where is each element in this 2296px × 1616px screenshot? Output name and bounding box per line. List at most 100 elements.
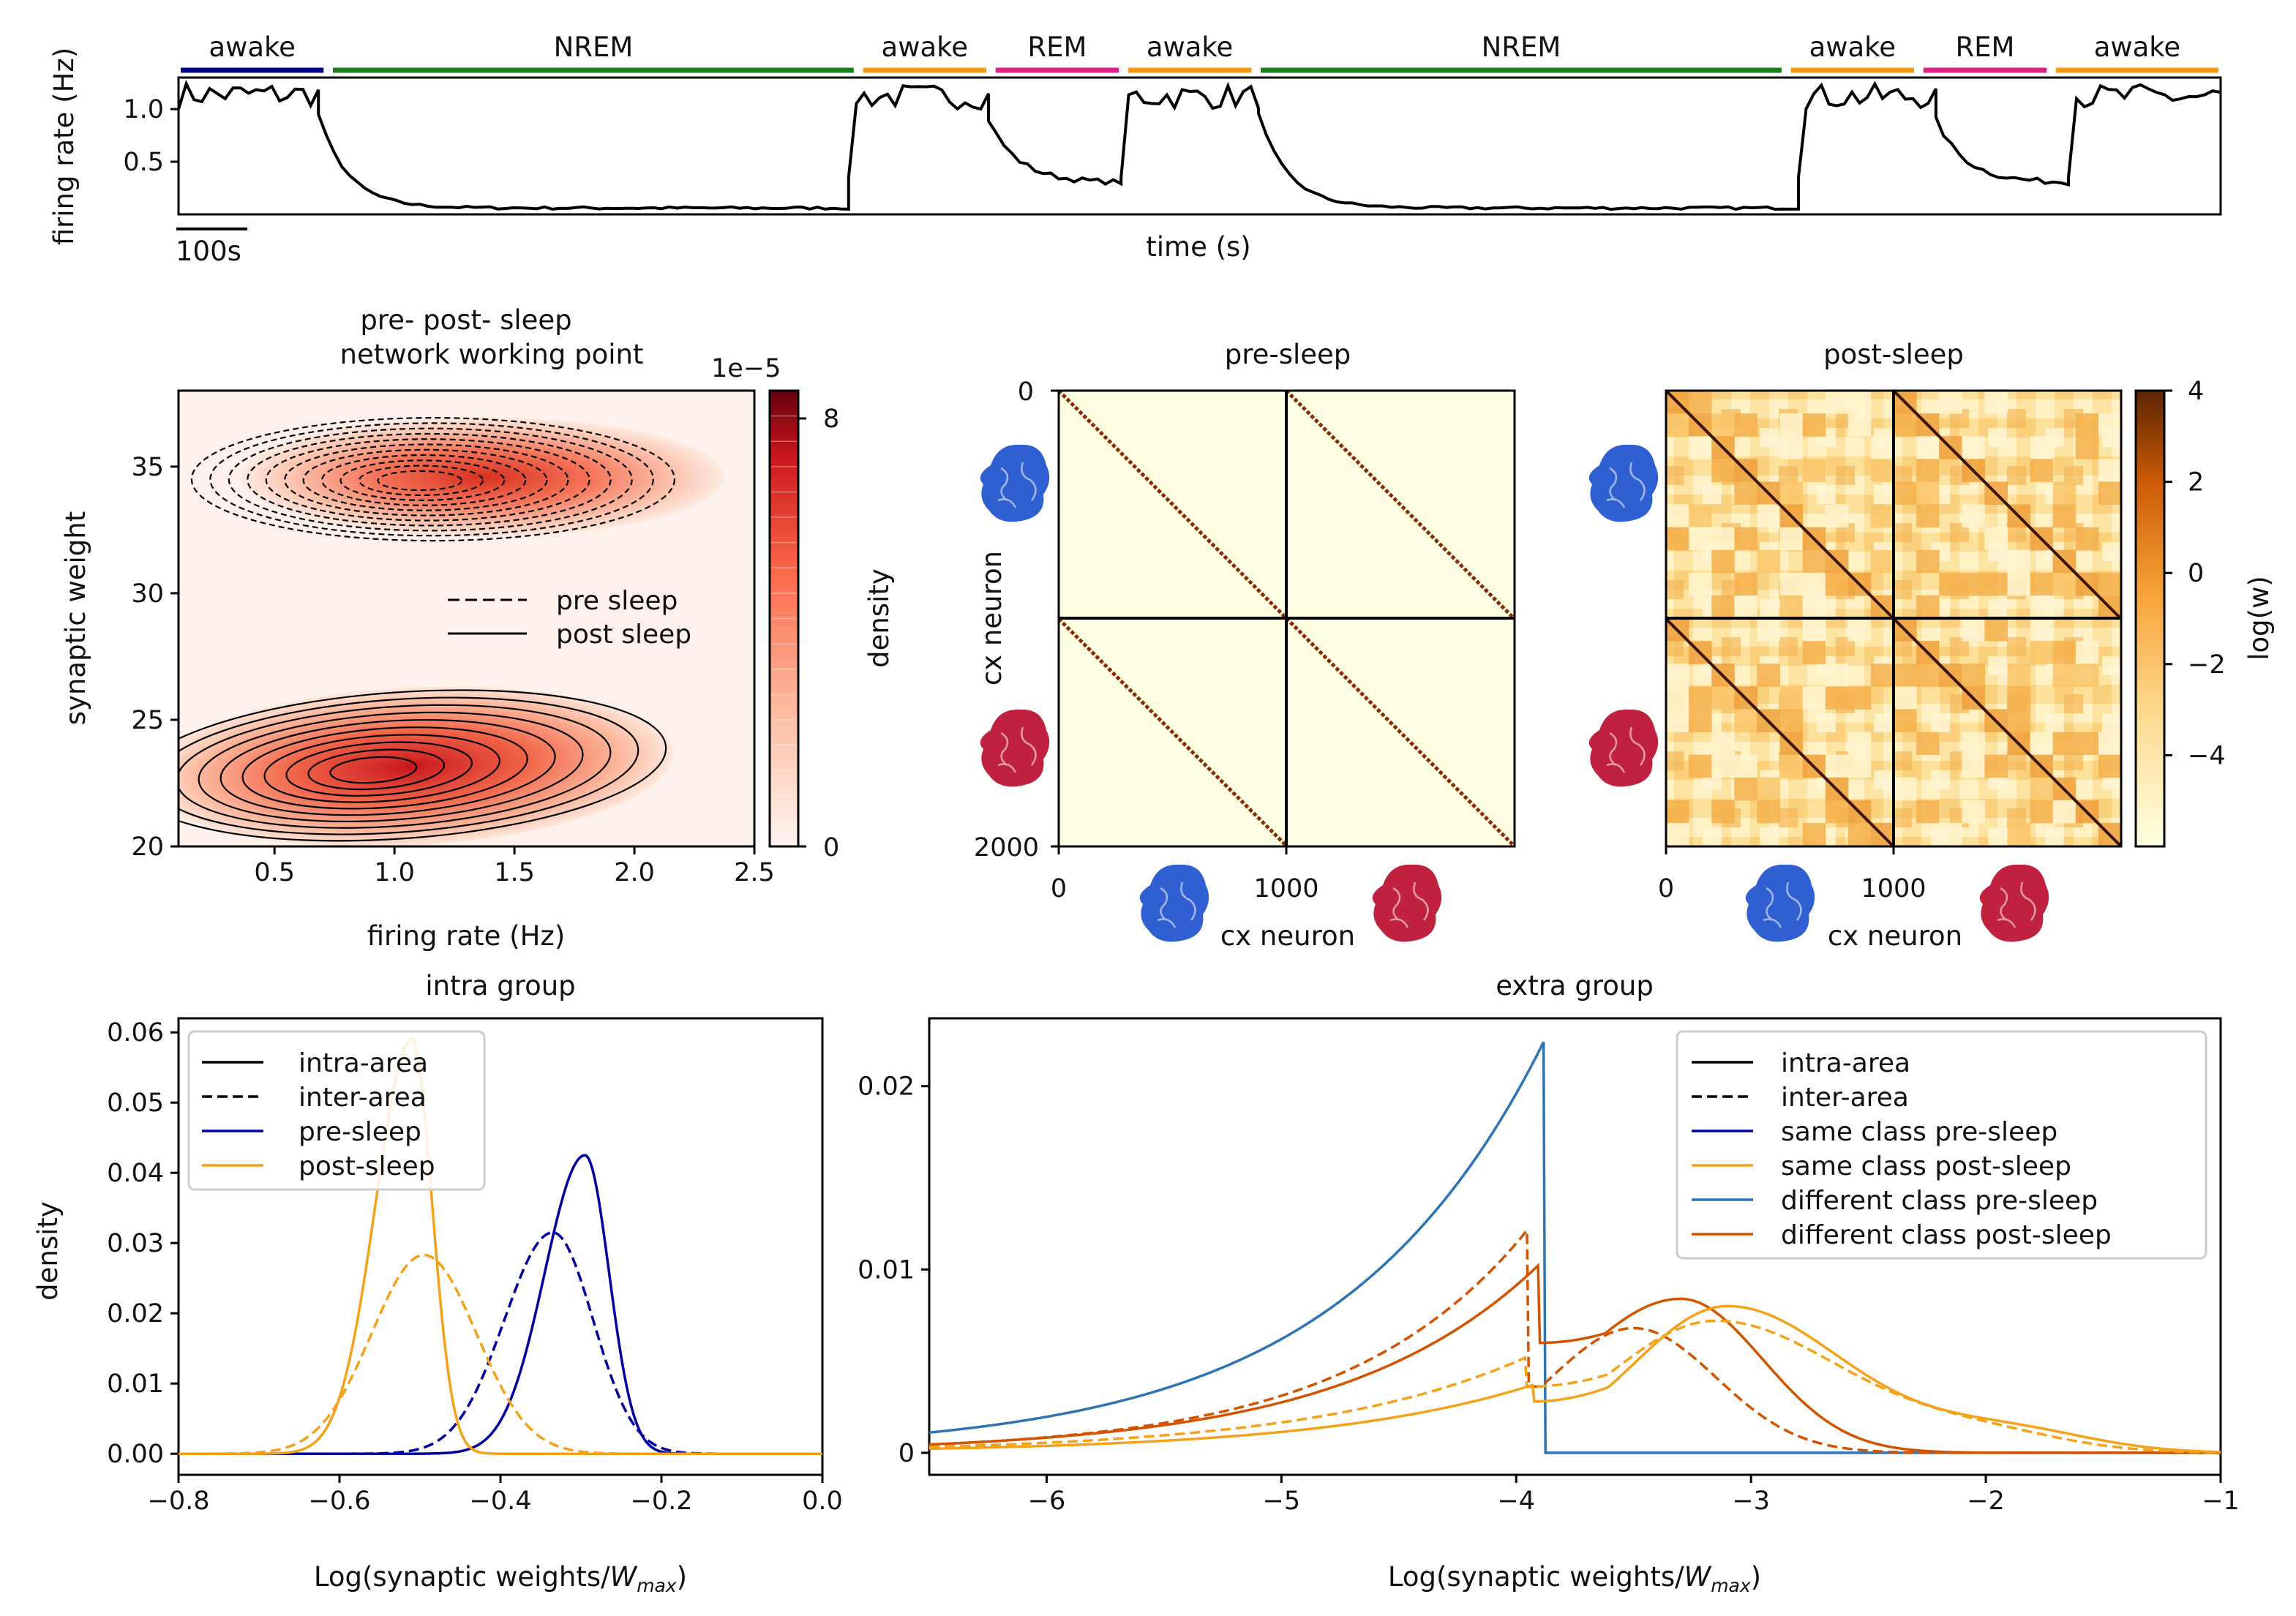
post-lower-offdiagonal [1665,617,1895,848]
post-matrix-cell [2075,413,2099,437]
wp-y-tick-label: 25 [131,706,164,735]
working-point-panel: pre- post- sleep network working point 0… [60,304,895,952]
extra-legend-diff-post: different class post-sleep [1781,1220,2112,1250]
legend-post-sleep-label: post sleep [556,620,691,650]
post-matrix-cell [1711,549,1735,574]
logw-tick-label: 2 [2188,468,2204,497]
post-matrix-cell [1894,709,1917,732]
firing-y-ticks: 0.5 1.0 [123,95,179,177]
post-matrix-cell [1779,436,1804,459]
post-matrix-cell [1916,459,1940,482]
pre-sleep-contour [247,432,612,527]
pre-sleep-contour [190,417,676,542]
density-colorbar: 8 0 1e−5 density [711,354,895,863]
pre-sleep-contour [339,459,506,501]
firing-rate-panel: awake NREM awake REM awake NREM awake REM awake … [48,31,2222,267]
intra-series-line [179,1154,822,1455]
density-colorbar-label: density [863,568,895,668]
post-matrix-cell [1802,822,1826,846]
post-matrix-cell [2030,641,2054,664]
post-matrix-cell [1825,664,1849,687]
post-matrix-cell [2052,732,2076,756]
post-matrix-cell [1894,777,1917,801]
post-matrix-cell [1779,754,1804,778]
post-matrix-cell [1916,436,1940,459]
stage-label: NREM [1482,31,1561,63]
extra-y-tick-label: 0.01 [858,1255,915,1285]
post-sleep-contour [198,711,584,823]
wp-xlabel: firing rate (Hz) [367,920,566,952]
post-matrix-cell [2007,572,2031,596]
post-matrix-cell [1847,686,1872,710]
extra-xlabel: Log(synaptic weights/Wmax) [1388,1561,1761,1596]
brain-icons [980,444,2049,942]
post-matrix-cell [1894,686,1917,710]
post-matrix-cell [1734,481,1757,505]
post-matrix-cell [1689,686,1712,710]
post-xtick-1000: 1000 [1861,874,1926,903]
post-matrix-cell [2098,754,2122,778]
stage-label: awake [882,31,968,63]
intra-legend-post-sleep: post-sleep [299,1151,435,1181]
post-matrix-cell [1984,527,2008,551]
intra-y-tick-label: 0.04 [107,1159,164,1188]
post-matrix-cell [1802,595,1826,619]
pre-xtick-1000: 1000 [1253,874,1318,903]
post-matrix-cell [1666,527,1689,551]
post-matrix-cell [2052,572,2076,596]
post-matrix-cell [1779,413,1804,437]
post-matrix-cell [1962,732,1985,756]
post-matrix-cell [1711,595,1735,619]
post-matrix-cell [2030,800,2054,824]
intra-title: intra group [425,970,575,1001]
post-matrix-cell [2052,504,2076,528]
post-matrix-cell [2030,436,2054,459]
post-matrix-cell [1847,413,1872,437]
pre-sleep-contour [377,470,463,492]
post-matrix-cell [1757,504,1780,528]
post-matrix-cell [1939,572,1962,596]
post-matrix-cell [1711,527,1735,551]
post-matrix-cell [1962,664,1985,687]
logw-tick-label: 4 [2188,377,2204,406]
wp-x-ticks: 0.5 1.0 1.5 2.0 2.5 [254,846,775,887]
pre-sleep-contour [358,465,484,497]
post-matrix-cell [1984,572,2008,596]
brain-red-icon [1979,864,2049,942]
post-matrix-cell [1916,481,1940,505]
post-sleep-contour [179,704,612,829]
post-matrix-cell [1734,595,1757,619]
post-matrix-cell [1870,459,1894,482]
post-matrix-cell [1916,732,1940,756]
pre-ytick-2000: 2000 [974,833,1039,863]
brain-red-icon [1588,709,1659,787]
post-matrix-cell [1779,709,1804,732]
post-matrix-cell [1962,754,1985,778]
extra-group-panel: extra group −6 −5 −4 −3 −2 −1 0 0.01 0.02 Log(s… [858,970,2240,1596]
post-matrix-cell [1802,641,1826,664]
wp-density-fill [179,417,724,846]
firing-y-tick-label: 1.0 [123,95,164,124]
stage-label: awake [2094,31,2180,63]
density-colorbar-gradient [770,391,798,846]
post-matrix-cell [1711,732,1735,756]
post-matrix-cell [1825,391,1849,414]
stage-label: awake [1809,31,1896,63]
wp-y-tick-label: 35 [131,453,164,482]
pre-sleep-contour [209,422,654,537]
pre-xtick-0: 0 [1051,874,1067,903]
post-matrix-cell [1666,686,1689,710]
pre-sleep-contour [265,438,590,522]
intra-ylabel: density [32,1201,64,1301]
post-matrix-cell [1984,391,2008,414]
pre-sleep-matrix-panel: pre-sleep 0 2000 0 1000 cx neuron cx neu… [974,339,1516,952]
post-upper-offdiagonal [1892,389,2123,620]
wp-x-tick-label: 2.5 [734,858,775,887]
extra-x-tick-label: −2 [1967,1487,2005,1516]
logw-colorbar-frame [2134,389,2166,848]
intra-y-tick-label: 0.06 [107,1018,164,1048]
wp-legend: pre sleep post sleep [448,586,691,650]
post-matrix-cell [1757,664,1780,687]
logw-tick-label: −4 [2188,741,2226,770]
